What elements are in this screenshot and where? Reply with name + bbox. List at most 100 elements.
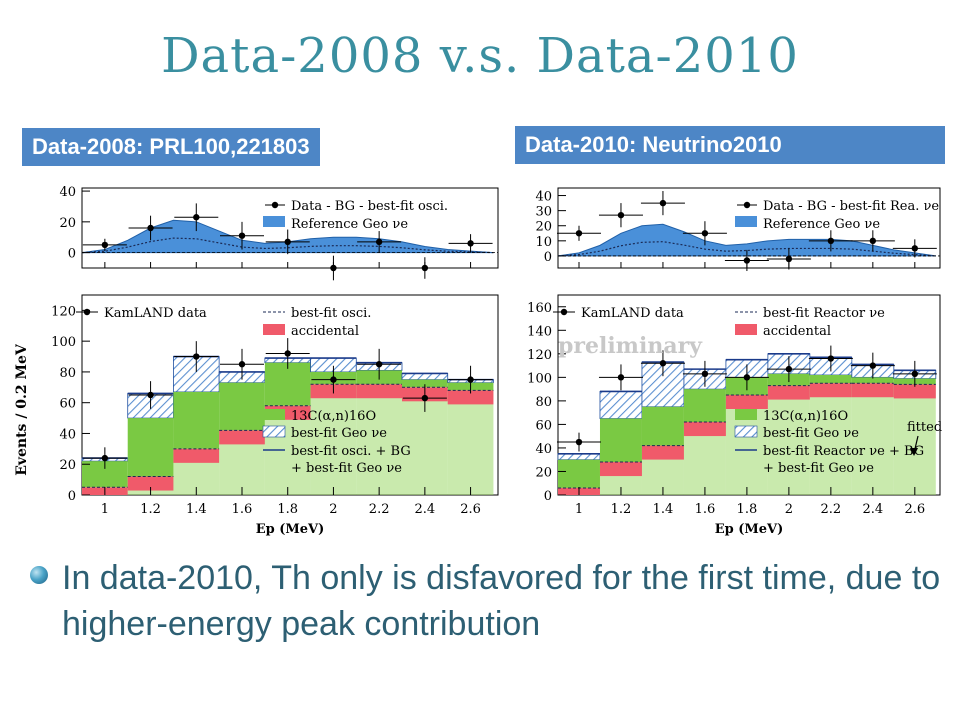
bottom-legend-data-dot xyxy=(560,308,568,316)
label-data-2010: Data-2010: Neutrino2010 xyxy=(515,126,945,164)
c13-bar xyxy=(809,375,852,384)
bottom-legend-total: best-fit osci. + BG xyxy=(291,444,411,459)
bottom-data-point xyxy=(911,370,919,378)
bottom-legend-kamland: KamLAND data xyxy=(104,306,207,321)
bottom-y-tick-label: 100 xyxy=(51,335,76,350)
accidental-bar xyxy=(641,445,684,460)
bottom-data-point xyxy=(375,361,383,368)
geo-reference-area xyxy=(557,223,936,257)
top-data-point xyxy=(827,237,835,245)
bottom-legend-geo-swatch xyxy=(262,425,286,438)
bottom-legend-data-dot xyxy=(83,308,91,316)
top-y-tick-label: 40 xyxy=(59,185,76,200)
bottom-y-tick-label: 60 xyxy=(535,418,552,433)
c13-bar xyxy=(641,406,684,446)
top-data-point xyxy=(284,238,291,246)
accidental-bar xyxy=(809,383,852,398)
x-axis-label: Ep (MeV) xyxy=(715,522,784,537)
reactor-bar xyxy=(310,384,357,495)
c13-bar xyxy=(264,362,311,406)
top-y-tick-label: 30 xyxy=(535,205,552,220)
bottom-data-point xyxy=(659,360,667,367)
x-tick-label: 1 xyxy=(575,502,583,517)
bottom-legend-c13: 13C(α,n)16O xyxy=(763,409,848,424)
bottom-y-tick-label: 20 xyxy=(535,465,552,480)
bottom-legend-total2: + best-fit Geo νe xyxy=(763,461,874,476)
bottom-legend-geo-swatch xyxy=(734,425,758,438)
c13-bar xyxy=(173,391,220,449)
bottom-data-point xyxy=(101,454,109,462)
bottom-data-point xyxy=(421,394,429,402)
bottom-y-tick-label: 80 xyxy=(59,366,76,381)
bottom-data-point xyxy=(467,376,474,383)
bottom-y-tick-label: 20 xyxy=(59,458,76,473)
x-tick-label: 2 xyxy=(785,502,793,517)
top-data-point xyxy=(193,214,200,221)
accidental-bar xyxy=(447,390,494,405)
x-tick-label: 1.6 xyxy=(695,502,716,517)
bottom-y-tick-label: 0 xyxy=(544,489,552,504)
top-data-point xyxy=(701,230,709,237)
bottom-legend-c13-swatch xyxy=(735,409,757,420)
c13-bar xyxy=(851,377,894,384)
c13-bar xyxy=(599,418,642,463)
bottom-y-tick-label: 80 xyxy=(535,395,552,410)
accidental-bar xyxy=(219,430,265,445)
bottom-y-tick-label: 120 xyxy=(51,304,76,319)
x-tick-label: 1 xyxy=(101,502,109,517)
accidental-bar xyxy=(173,448,220,463)
geo-hatch-bar xyxy=(599,391,643,419)
reactor-bar xyxy=(767,385,810,495)
bottom-data-point xyxy=(193,353,200,360)
bottom-legend-accidental: accidental xyxy=(763,324,831,339)
c13-bar xyxy=(219,382,265,431)
top-data-point xyxy=(617,211,625,219)
reactor-bar xyxy=(809,383,852,495)
bottom-data-point xyxy=(785,365,793,373)
c13-bar xyxy=(402,379,448,388)
top-legend-geo-swatch xyxy=(735,216,757,227)
bottom-y-tick-label: 40 xyxy=(59,427,76,442)
y-axis-label: Events / 0.2 MeV xyxy=(14,343,30,476)
reactor-bar xyxy=(447,390,494,495)
top-legend-marker-dot xyxy=(743,201,751,209)
bottom-legend-c13-swatch xyxy=(263,409,285,420)
reactor-bar xyxy=(893,384,936,495)
x-tick-label: 1.8 xyxy=(737,502,758,517)
bottom-data-point xyxy=(575,438,583,446)
top-y-tick-label: 40 xyxy=(535,190,552,205)
accidental-bar xyxy=(356,384,402,399)
x-tick-label: 1.2 xyxy=(140,502,161,517)
bottom-data-point xyxy=(238,361,246,368)
bottom-data-point xyxy=(701,370,709,378)
c13-bar xyxy=(683,389,726,423)
accidental-bar xyxy=(893,384,936,399)
top-data-point xyxy=(375,238,383,246)
bottom-y-tick-label: 160 xyxy=(527,301,552,316)
top-data-point xyxy=(101,241,109,249)
bottom-legend-accidental: accidental xyxy=(291,324,359,339)
accidental-bar xyxy=(127,476,174,491)
accidental-bar xyxy=(725,395,768,409)
geo-hatch-bar xyxy=(401,373,449,381)
bottom-y-tick-label: 40 xyxy=(535,442,552,457)
x-tick-label: 1.6 xyxy=(232,502,253,517)
bullet-text: In data-2010, Th only is disfavored for … xyxy=(62,559,941,643)
reactor-bar xyxy=(851,383,894,495)
x-tick-label: 1.4 xyxy=(186,502,207,517)
top-legend-geo-swatch xyxy=(263,216,285,227)
x-tick-label: 2.6 xyxy=(904,502,925,517)
x-axis-label: Ep (MeV) xyxy=(256,522,325,537)
accidental-bar xyxy=(767,385,810,400)
slide-title: Data-2008 v.s. Data-2010 xyxy=(161,28,799,84)
accidental-bar xyxy=(599,462,642,477)
top-y-tick-label: 0 xyxy=(68,247,76,262)
geo-th-curve xyxy=(81,237,494,254)
top-y-tick-label: 0 xyxy=(544,250,552,265)
top-data-point xyxy=(147,224,154,232)
top-y-tick-label: 20 xyxy=(535,220,552,235)
top-data-point xyxy=(785,255,793,263)
bottom-y-tick-label: 140 xyxy=(527,324,552,339)
bottom-y-tick-label: 0 xyxy=(68,489,76,504)
top-y-tick-label: 10 xyxy=(535,235,552,250)
